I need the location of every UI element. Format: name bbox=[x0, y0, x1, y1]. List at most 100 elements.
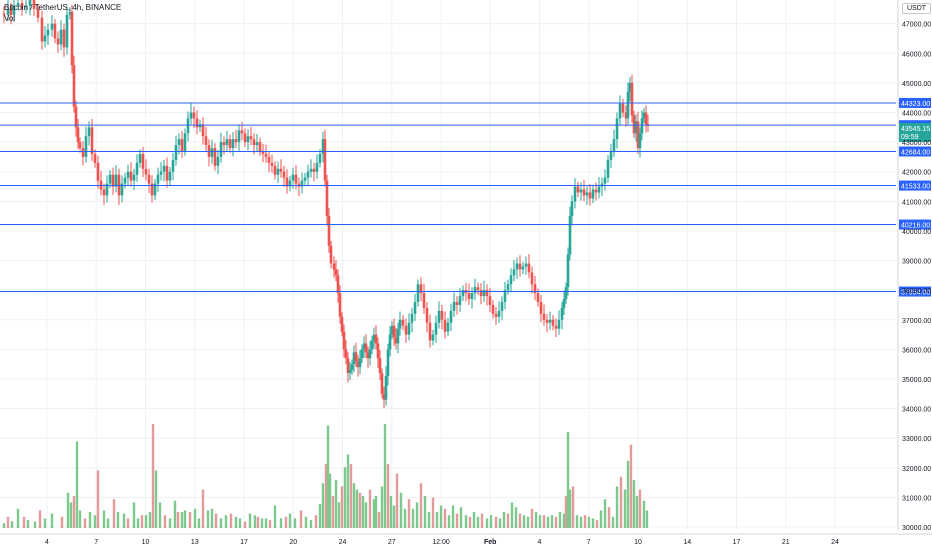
candle-body bbox=[68, 11, 72, 15]
candle-body bbox=[354, 352, 358, 362]
horizontal-levels[interactable]: 44323.0043572.0042684.0041533.0040216.00… bbox=[0, 97, 931, 297]
candle-body bbox=[446, 322, 450, 332]
candle-body bbox=[192, 112, 196, 119]
volume-bar bbox=[638, 489, 642, 528]
candle-body bbox=[398, 319, 402, 329]
candle-body bbox=[93, 153, 97, 163]
candle-body bbox=[297, 183, 301, 187]
candle-body bbox=[533, 284, 537, 294]
candles bbox=[2, 0, 650, 409]
candle-body bbox=[141, 153, 145, 169]
volume-bar bbox=[423, 496, 427, 528]
candle-body bbox=[150, 183, 154, 196]
volume-bar bbox=[116, 512, 120, 528]
price-tick-label: 31000.00 bbox=[902, 495, 931, 502]
candle-body bbox=[452, 302, 456, 311]
volume-bar bbox=[154, 470, 158, 528]
volume-bar bbox=[304, 516, 308, 528]
time-tick-label: 10 bbox=[634, 539, 642, 546]
candle-body bbox=[621, 103, 625, 113]
volume-bar bbox=[219, 518, 223, 528]
volume-bar bbox=[489, 515, 493, 528]
candle-body bbox=[156, 174, 160, 184]
candle-body bbox=[78, 142, 82, 149]
candle-body bbox=[644, 112, 648, 125]
volume-bar bbox=[361, 496, 365, 528]
candle-body bbox=[159, 171, 163, 175]
candle-body bbox=[524, 263, 528, 267]
candle-body bbox=[264, 153, 268, 157]
candle-body bbox=[640, 118, 644, 134]
volume-bar bbox=[314, 515, 318, 528]
price-tick-label: 43000.00 bbox=[902, 140, 931, 147]
volume-bar bbox=[234, 516, 238, 528]
level-label: 37954.00 bbox=[901, 290, 930, 297]
candle-body bbox=[334, 269, 338, 276]
candle-body bbox=[628, 82, 632, 92]
candle-body bbox=[512, 269, 516, 276]
candle-body bbox=[562, 299, 566, 308]
volume-bar bbox=[459, 507, 463, 528]
candle-body bbox=[579, 189, 583, 193]
candle-body bbox=[24, 5, 28, 8]
volume-bar bbox=[498, 518, 502, 528]
candle-body bbox=[261, 151, 265, 154]
volume-bar bbox=[619, 476, 623, 528]
candle-body bbox=[309, 168, 313, 172]
candle-body bbox=[384, 376, 388, 400]
volume-bar bbox=[494, 516, 498, 528]
candle-body bbox=[213, 148, 217, 166]
volume-bar bbox=[318, 504, 322, 528]
time-tick-label: 4 bbox=[538, 539, 542, 546]
candle-body bbox=[252, 139, 256, 146]
currency-badge[interactable]: USDT bbox=[902, 3, 932, 14]
candle-body bbox=[370, 340, 374, 350]
time-axis[interactable]: 4 7 10 13 17 20 24 27 12:00 Feb 4 7 10 14 17 21 24 bbox=[0, 533, 932, 546]
volume-bar bbox=[407, 499, 411, 528]
candle-body bbox=[336, 275, 340, 294]
volume-label: Vol bbox=[4, 14, 16, 23]
time-tick-label: 10 bbox=[142, 539, 150, 546]
candle-body bbox=[356, 361, 360, 368]
candle-body bbox=[422, 293, 426, 308]
volume-bar bbox=[403, 508, 407, 528]
candle-body bbox=[488, 296, 492, 305]
candle-body bbox=[539, 302, 543, 314]
candle-body bbox=[494, 313, 498, 317]
price-axis[interactable]: 30000.00 31000.00 32000.00 33000.00 34000.00… bbox=[897, 0, 931, 532]
volume-bar bbox=[485, 518, 489, 528]
candle-body bbox=[485, 290, 489, 297]
volume-bar bbox=[248, 513, 252, 528]
volume-bar bbox=[214, 513, 218, 528]
time-tick-label: 21 bbox=[782, 539, 790, 546]
volume-bar bbox=[288, 513, 292, 528]
candle-body bbox=[237, 130, 241, 143]
candle-body bbox=[434, 322, 438, 335]
volume-bar bbox=[334, 480, 338, 528]
volume-bar bbox=[293, 518, 297, 528]
level-label: 40216.00 bbox=[901, 223, 930, 230]
candle-body bbox=[198, 124, 202, 128]
volume-bar bbox=[321, 483, 325, 528]
candle-body bbox=[81, 148, 85, 157]
candle-body bbox=[431, 334, 435, 341]
price-tick-label: 32000.00 bbox=[902, 466, 931, 473]
volume-bar bbox=[243, 521, 247, 528]
level-label: 41533.00 bbox=[901, 184, 930, 191]
candle-body bbox=[626, 91, 630, 119]
candle-body bbox=[473, 287, 477, 294]
candle-body bbox=[350, 364, 354, 371]
volume-bar bbox=[632, 480, 636, 528]
candle-body bbox=[479, 290, 483, 297]
volume-bar bbox=[562, 513, 566, 528]
time-tick-label: 17 bbox=[733, 539, 741, 546]
candle-body bbox=[518, 263, 522, 270]
volume-bar bbox=[75, 441, 79, 528]
volume-bar bbox=[197, 518, 201, 528]
candle-body bbox=[285, 177, 289, 187]
volume-bar bbox=[579, 516, 583, 528]
candle-body bbox=[123, 177, 127, 184]
candle-body bbox=[428, 322, 432, 341]
candle-body bbox=[210, 148, 214, 157]
